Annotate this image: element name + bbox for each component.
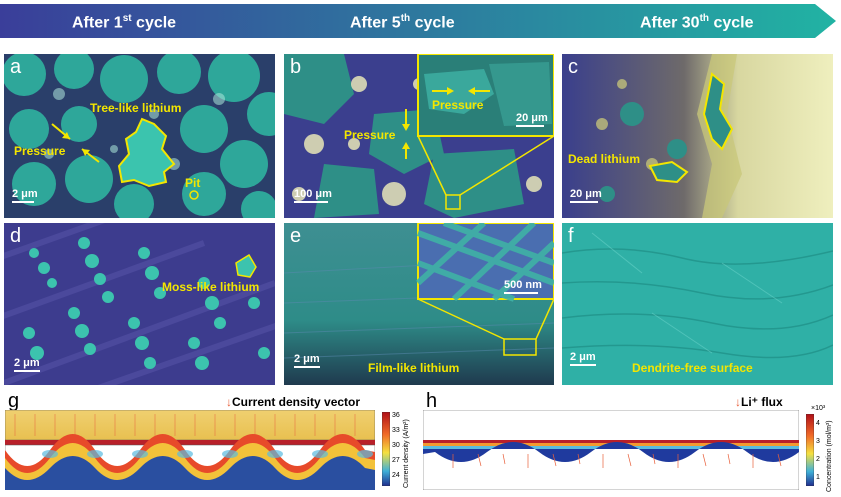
colorbar-h [806,414,814,486]
inset-annotation-pressure: Pressure [432,98,484,112]
annotation-pit: Pit [185,176,201,190]
scale-bar-e: 2 μm [294,353,320,368]
banner-stage-3: After 30th cycle [640,13,754,32]
colorbar-h-tick-1: 4 [816,420,820,427]
panel-e: e 500 nm Film-like lithium 2 μm [284,223,554,385]
panel-label-h: h [426,390,438,412]
colorbar-g-tick-4: 27 [392,457,400,464]
scale-bar-a: 2 μm [12,188,38,203]
panel-label-g: g [8,390,20,412]
annotation-dead-lithium: Dead lithium [568,152,641,166]
colorbar-h-multiplier: ×10³ [811,405,826,412]
panel-b: b Pressure Pressure 20 μm 100 μm [284,54,554,218]
panel-label-e: e [290,225,302,247]
legend-li-flux: ↓Li⁺ flux [735,395,783,409]
colorbar-h-tick-3: 2 [816,456,820,463]
annotation-dendrite-free-surface: Dendrite-free surface [632,361,753,375]
banner-arrow-shape [0,4,836,38]
scale-bar-f: 2 μm [570,351,596,366]
inset-scale-bar-e: 500 nm [504,279,542,294]
annotation-film-like-lithium: Film-like lithium [368,361,460,375]
colorbar-g-tick-2: 33 [392,427,400,434]
colorbar-g-title: Current density (A/m²) [403,419,410,488]
simulation-current-density [5,410,375,490]
banner-stage-2: After 5th cycle [350,13,455,32]
legend-current-density: ↓Current density vector [226,395,361,409]
annotation-pressure-b: Pressure [344,128,396,142]
annotation-tree-like-lithium: Tree-like lithium [90,101,182,115]
banner-stage-1: After 1st cycle [72,13,177,32]
sem-image-film-lithium [284,223,554,385]
panel-f: f Dendrite-free surface 2 μm [562,223,833,385]
scale-bar-c: 20 μm [570,188,602,203]
panel-h: h ↓Li⁺ flux ×10³ 4 3 2 1 Concentration ( [420,390,841,497]
inset-scale-bar-b: 20 μm [516,112,548,127]
annotation-moss-like-lithium: Moss-like lithium [162,280,260,294]
colorbar-g-tick-1: 36 [392,412,400,419]
colorbar-g-tick-3: 30 [392,442,400,449]
colorbar-h-tick-2: 3 [816,438,820,445]
scale-bar-d: 2 μm [14,357,40,372]
panel-label-c: c [568,56,578,78]
sem-image-moss-lithium [4,223,275,385]
colorbar-h-title: Concentration (mol/m³) [826,420,833,492]
simulation-li-concentration [423,410,799,490]
cycle-banner: After 1st cycle After 5th cycle After 30… [0,4,836,38]
annotation-pressure: Pressure [14,144,66,158]
panel-c: c Dead lithium 20 μm [562,54,833,218]
colorbar-g [382,412,390,486]
colorbar-g-tick-5: 24 [392,472,400,479]
scale-bar-b: 100 μm [294,188,332,203]
panel-d: d Moss-like lithium 2 μm [4,223,275,385]
panel-g: g ↓Current density vector [0,390,415,497]
sem-image-tree-lithium [4,54,275,218]
panel-label-b: b [290,56,302,78]
panel-label-a: a [10,56,22,78]
sem-image-dead-lithium [562,54,833,218]
colorbar-h-tick-4: 1 [816,474,820,481]
sem-image-dendrite-free [562,223,833,385]
panel-label-f: f [568,225,574,247]
sem-image-pressed-lithium [284,54,554,218]
panel-a: a Tree-like lithium Pressure Pit 2 μm [4,54,275,218]
panel-label-d: d [10,225,22,247]
